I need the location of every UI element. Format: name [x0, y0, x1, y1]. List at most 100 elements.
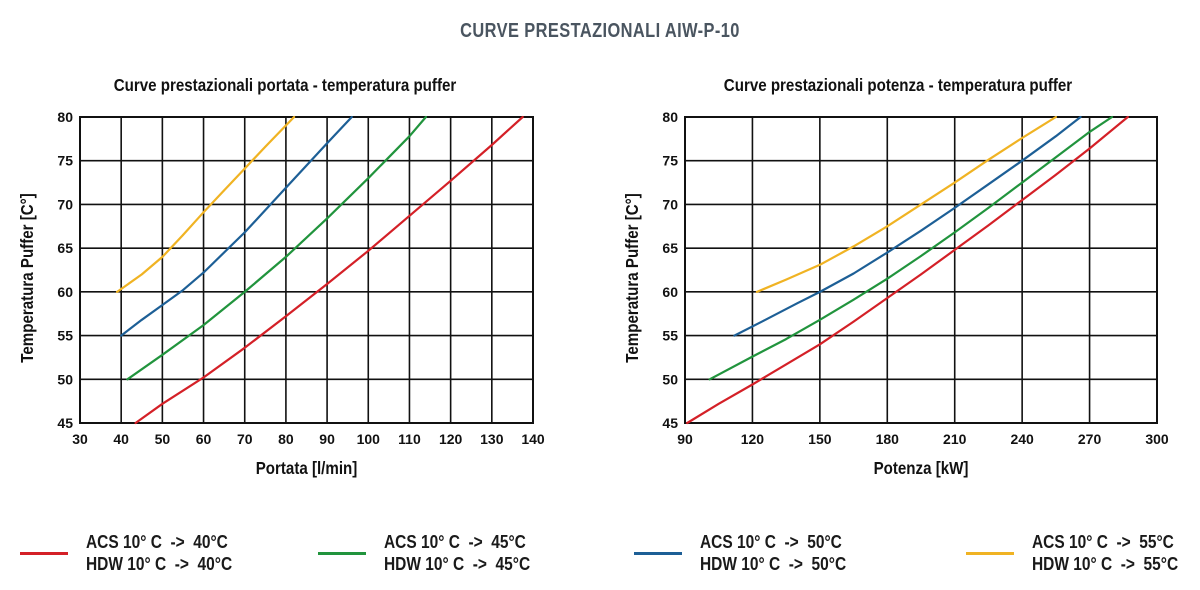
data-point: [852, 298, 855, 301]
data-point: [1079, 116, 1082, 118]
data-point: [202, 324, 205, 326]
main-title: CURVE PRESTAZIONALI AIW-P-10: [460, 20, 740, 42]
data-point: [852, 320, 855, 323]
legend-label-line1: ACS 10° C -> 50°C: [700, 532, 842, 552]
data-point: [920, 229, 922, 232]
data-point: [1021, 137, 1024, 139]
data-point: [326, 142, 328, 145]
data-point: [1021, 199, 1024, 201]
data-point: [1088, 147, 1091, 150]
data-point: [733, 334, 736, 337]
data-point: [161, 255, 164, 258]
x-tick-label: 120: [741, 431, 765, 447]
data-point: [987, 207, 990, 209]
data-point: [920, 255, 922, 257]
series-line-1: [134, 115, 524, 425]
x-tick-label: 30: [72, 431, 88, 447]
data-point: [126, 378, 129, 381]
data-point: [202, 271, 205, 274]
data-point: [756, 290, 758, 293]
legend-label: ACS 10° C -> 40°C HDW 10° C -> 40°C: [86, 531, 232, 575]
y-tick-label: 60: [57, 284, 73, 300]
legend-label: ACS 10° C -> 50°C HDW 10° C -> 50°C: [700, 531, 846, 575]
plot-frame: [79, 116, 534, 424]
y-tick-label: 65: [662, 240, 678, 256]
y-tick-label: 75: [57, 153, 73, 169]
data-point: [285, 315, 287, 318]
data-point: [987, 158, 990, 161]
y-tick-label: 55: [662, 328, 678, 344]
data-point: [408, 135, 411, 138]
data-point: [751, 355, 754, 358]
data-point: [161, 304, 164, 306]
x-tick-label: 140: [521, 431, 545, 447]
legend-label-line1: ACS 10° C -> 40°C: [86, 532, 228, 552]
x-tick-label: 110: [398, 431, 421, 447]
data-point: [1054, 135, 1057, 138]
data-point: [953, 248, 956, 251]
x-tick-label: 70: [237, 431, 253, 447]
data-point: [1054, 156, 1057, 159]
legend-swatch: [20, 551, 68, 555]
data-point: [140, 273, 143, 276]
data-point: [1111, 116, 1113, 118]
data-point: [367, 177, 370, 180]
legend-label-line2: HDW 10° C -> 55°C: [1032, 554, 1179, 574]
y-tick-label: 75: [662, 153, 678, 169]
legend-swatch: [318, 551, 366, 555]
data-point: [521, 116, 524, 118]
data-point: [852, 245, 855, 248]
legend-label-line2: HDW 10° C -> 45°C: [384, 554, 531, 574]
data-point: [449, 179, 452, 182]
y-tick-label: 55: [57, 328, 73, 344]
x-tick-label: 240: [1010, 431, 1034, 447]
data-point: [886, 225, 889, 228]
data-point: [264, 145, 267, 148]
plot-frame: [684, 116, 1158, 424]
series-line-4: [755, 115, 1058, 293]
chart-1: Curve prestazionali portata - temperatur…: [17, 75, 545, 479]
legend-swatch: [634, 551, 682, 555]
x-tick-label: 270: [1078, 431, 1102, 447]
data-point: [134, 422, 137, 424]
y-tick-label: 80: [662, 109, 678, 125]
y-tick-label: 65: [57, 240, 73, 256]
data-point: [762, 319, 765, 322]
series-line-3: [733, 115, 1082, 337]
data-point: [182, 234, 184, 236]
data-point: [818, 318, 821, 321]
chart-2: Curve prestazionali potenza - temperatur…: [622, 75, 1169, 479]
data-point: [326, 217, 328, 220]
data-point: [326, 283, 328, 285]
data-point: [1021, 181, 1024, 184]
x-tick-label: 120: [439, 431, 463, 447]
legend-label: ACS 10° C -> 45°C HDW 10° C -> 45°C: [384, 531, 530, 575]
data-point: [920, 203, 922, 206]
x-tick-label: 80: [278, 431, 294, 447]
data-point: [350, 116, 353, 118]
data-point: [785, 278, 788, 281]
x-tick-label: 90: [319, 431, 335, 447]
x-tick-label: 210: [943, 431, 967, 447]
data-point: [1021, 159, 1024, 162]
data-point: [1088, 130, 1091, 133]
data-point: [243, 167, 246, 170]
x-tick-label: 60: [196, 431, 212, 447]
y-tick-label: 50: [57, 371, 73, 387]
data-point: [987, 224, 990, 227]
chart-title: Curve prestazionali potenza - temperatur…: [724, 75, 1073, 96]
data-point: [886, 297, 889, 299]
x-tick-label: 130: [480, 431, 504, 447]
data-point: [490, 144, 493, 146]
data-point: [367, 249, 370, 252]
x-axis-label: Portata [l/min]: [256, 458, 358, 479]
data-point: [852, 272, 855, 275]
series-line-1: [686, 115, 1129, 425]
x-axis-label: Potenza [kW]: [874, 458, 969, 479]
y-axis-label: Temperatura Puffer [C°]: [17, 193, 38, 362]
data-point: [886, 251, 889, 254]
data-point: [293, 116, 296, 118]
x-tick-label: 100: [357, 431, 381, 447]
x-tick-label: 300: [1145, 431, 1169, 447]
data-point: [285, 186, 287, 189]
